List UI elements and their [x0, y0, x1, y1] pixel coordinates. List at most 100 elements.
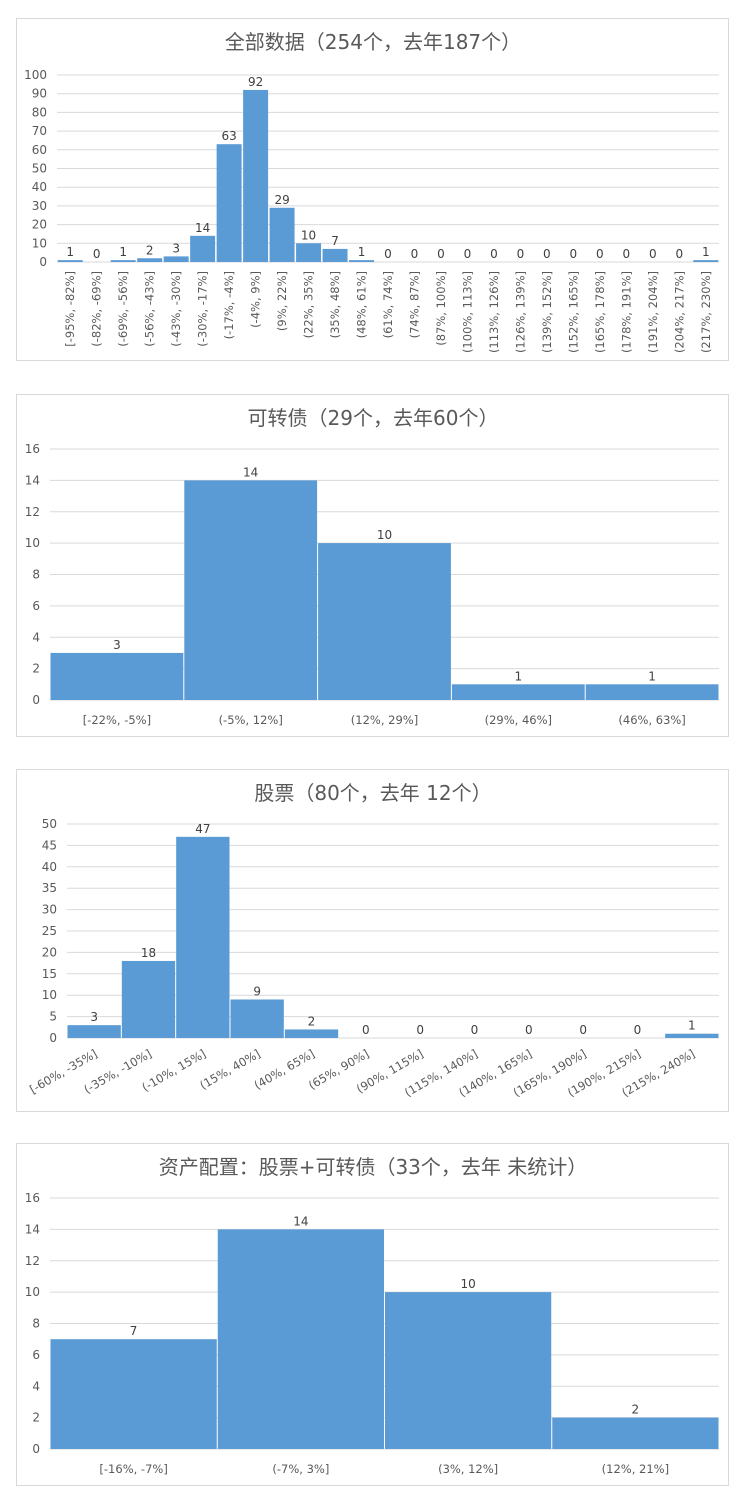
bar: [318, 543, 451, 700]
data-label: 10: [460, 1277, 475, 1291]
y-tick-label: 40: [32, 180, 47, 194]
data-label: 0: [634, 1023, 642, 1037]
bar: [57, 260, 83, 262]
y-tick-label: 10: [25, 536, 40, 550]
x-tick-label: (204%, 217%]: [672, 271, 686, 353]
x-tick-label: (12%, 29%]: [351, 713, 418, 727]
bar: [216, 144, 242, 262]
data-label: 0: [437, 247, 445, 261]
chart-title: 资产配置：股票+可转债（33个，去年 未统计）: [159, 1155, 588, 1179]
data-label: 0: [384, 247, 392, 261]
data-label: 18: [141, 946, 156, 960]
bar: [176, 836, 230, 1038]
y-tick-label: 40: [42, 860, 57, 874]
bar: [296, 243, 322, 262]
y-tick-label: 2: [32, 1411, 40, 1425]
x-tick-label: (12%, 21%]: [602, 1462, 669, 1476]
data-label: 3: [90, 1010, 98, 1024]
bar: [349, 260, 375, 262]
data-label: 0: [622, 247, 630, 261]
data-label: 3: [113, 638, 121, 652]
x-tick-label: (9%, 22%]: [275, 271, 289, 331]
bar: [184, 480, 318, 700]
x-tick-label: (61%, 74%]: [381, 271, 395, 338]
data-label: 7: [331, 234, 339, 248]
data-label: 0: [543, 247, 551, 261]
data-label: 0: [517, 247, 525, 261]
y-tick-label: 80: [32, 105, 47, 119]
y-tick-label: 0: [39, 255, 47, 269]
data-label: 0: [471, 1023, 479, 1037]
y-tick-label: 14: [25, 1222, 40, 1236]
data-label: 2: [632, 1403, 640, 1417]
bar: [110, 260, 136, 262]
bar: [163, 256, 189, 262]
data-label: 14: [195, 221, 210, 235]
y-tick-label: 25: [42, 924, 57, 938]
data-label: 1: [688, 1019, 696, 1033]
chart-stocks: 股票（80个，去年 12个）051015202530354045503[-60%…: [27, 781, 719, 1100]
x-tick-label: (-7%, 3%]: [272, 1462, 329, 1476]
chart-panel-all-data: 全部数据（254个，去年187个） 0 10 20 30 40 50 60 70 80 90 100 1…: [16, 18, 729, 361]
x-tick-label: (87%, 100%]: [434, 271, 448, 346]
x-tick-label: (217%, 230%]: [699, 271, 713, 353]
x-tick-label: (46%, 63%]: [618, 713, 685, 727]
x-tick-label: (22%, 35%]: [302, 271, 316, 338]
chart-panel-asset-allocation: 资产配置：股票+可转债（33个，去年 未统计） 0 2 4 6 8 10 12 14 16 7 [-1…: [16, 1143, 729, 1486]
x-tick-label: (29%, 46%]: [485, 713, 552, 727]
bar: [50, 652, 184, 700]
x-tick-label: (113%, 126%]: [487, 271, 501, 353]
y-tick-label: 10: [25, 1285, 40, 1299]
chart-asset-allocation: 资产配置：股票+可转债（33个，去年 未统计） 0 2 4 6 8 10 12 14 16 7 [-1…: [25, 1155, 719, 1476]
y-tick-label: 16: [25, 442, 40, 456]
x-tick-label: [-16%, -7%]: [99, 1462, 167, 1476]
bar: [451, 684, 585, 700]
y-tick-label: 50: [42, 817, 57, 831]
x-tick-label: [-95%, -82%]: [63, 271, 77, 347]
bar: [693, 260, 719, 262]
y-tick-label: 8: [32, 1317, 40, 1331]
data-label: 9: [253, 984, 261, 998]
y-tick-label: 90: [32, 87, 47, 101]
data-label: 1: [358, 245, 366, 259]
data-label: 0: [596, 247, 604, 261]
chart-title: 股票（80个，去年 12个）: [254, 781, 491, 805]
x-tick-label: (-4%, 9%]: [249, 271, 263, 328]
data-label: 29: [274, 193, 289, 207]
data-label: 0: [490, 247, 498, 261]
data-label: 0: [464, 247, 472, 261]
x-tick-label: (178%, 191%]: [619, 271, 633, 353]
y-tick-label: 14: [25, 473, 40, 487]
data-label: 1: [66, 245, 74, 259]
data-label: 2: [146, 243, 154, 257]
bar: [284, 1029, 339, 1038]
y-tick-label: 30: [42, 903, 57, 917]
y-tick-label: 15: [42, 967, 57, 981]
bar: [230, 999, 284, 1038]
data-label: 92: [248, 75, 263, 89]
y-tick-label: 5: [49, 1010, 57, 1024]
y-tick-label: 4: [32, 1379, 40, 1393]
y-tick-label: 16: [25, 1191, 40, 1205]
y-tick-label: 50: [32, 162, 47, 176]
bar: [665, 1033, 719, 1038]
x-tick-label: (48%, 61%]: [355, 271, 369, 338]
x-tick-label: (74%, 87%]: [407, 271, 421, 338]
y-tick-label: 12: [25, 1254, 40, 1268]
bar: [121, 960, 176, 1038]
data-label: 0: [525, 1023, 533, 1037]
bar: [67, 1025, 121, 1038]
y-tick-label: 60: [32, 143, 47, 157]
y-tick-label: 20: [32, 218, 47, 232]
data-label: 1: [119, 245, 127, 259]
bar: [243, 89, 269, 263]
x-tick-label: (15%, 40%]: [197, 1046, 262, 1092]
x-tick-label: (-5%, 12%]: [219, 713, 283, 727]
y-tick-label: 10: [32, 236, 47, 250]
y-tick-label: 20: [42, 945, 57, 959]
x-tick-label: (100%, 113%]: [460, 271, 474, 353]
y-tick-label: 12: [25, 505, 40, 519]
data-label: 1: [648, 669, 656, 683]
y-tick-label: 10: [42, 988, 57, 1002]
y-tick-label: 6: [32, 599, 40, 613]
